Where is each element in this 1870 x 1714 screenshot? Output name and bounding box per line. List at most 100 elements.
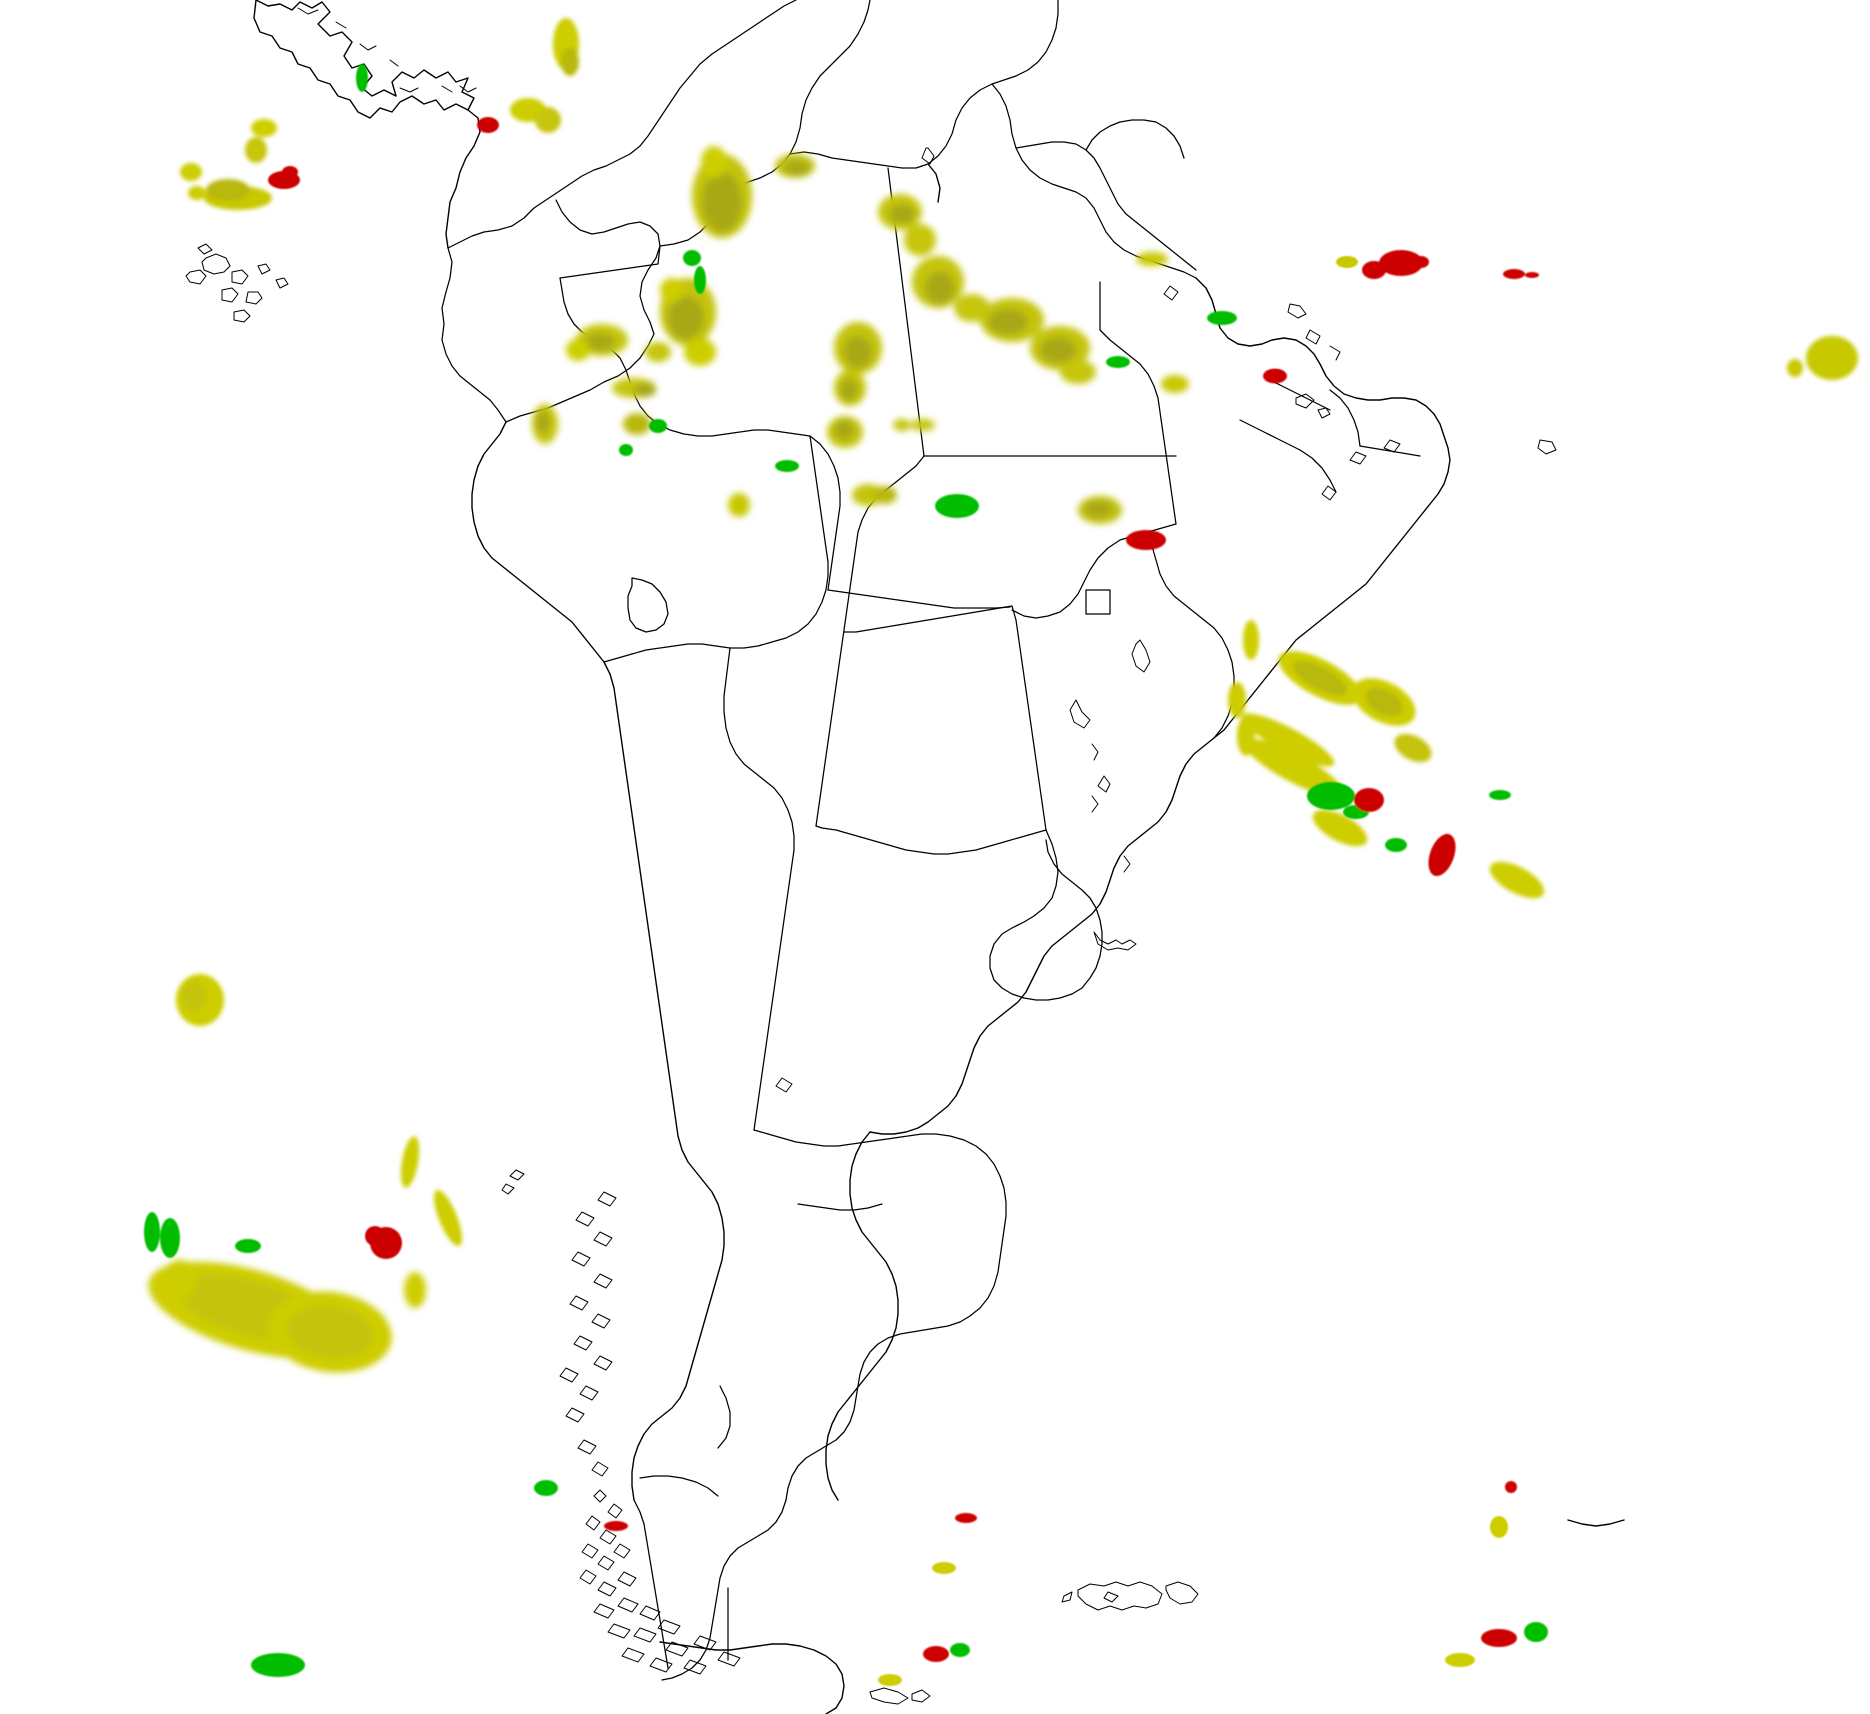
patch-yellow[interactable] [188,186,206,200]
patch-yellow[interactable] [1243,620,1259,660]
patch-yellow[interactable] [398,1135,423,1189]
patch-yellow[interactable] [566,339,590,361]
patch-green[interactable] [694,266,706,294]
patch-group-atlantic-northeast-islands[interactable] [1265,250,1858,383]
patch-yellow[interactable] [1236,705,1339,775]
patch-yellow-dark[interactable] [925,272,955,304]
patch-red[interactable] [1379,250,1423,276]
patch-yellow[interactable] [623,413,651,435]
patch-yellow[interactable] [904,224,936,256]
patch-yellow[interactable] [1787,359,1803,377]
patch-yellow[interactable] [911,419,935,431]
patch-yellow[interactable] [1238,729,1350,806]
patch-yellow[interactable] [645,342,671,362]
patch-green[interactable] [683,250,701,266]
patch-yellow-dark[interactable] [840,379,858,401]
patch-red[interactable] [1505,1481,1517,1493]
patch-yellow-dark[interactable] [988,309,1028,335]
patch-yellow-dark[interactable] [634,383,656,397]
patch-yellow[interactable] [660,278,684,302]
patch-group-amazon-core[interactable] [532,146,815,456]
patch-red[interactable] [1525,272,1539,278]
patch-green[interactable] [649,419,667,433]
patch-red[interactable] [1423,830,1461,880]
patch-yellow-dark[interactable] [889,204,915,224]
patch-group-patagonia-falklands[interactable] [534,1480,1548,1686]
patch-red[interactable] [1413,256,1429,268]
patch-yellow[interactable] [1490,1516,1508,1538]
patch-red[interactable] [955,1513,977,1523]
patch-yellow[interactable] [245,137,267,163]
patch-yellow[interactable] [878,1674,902,1686]
patch-yellow[interactable] [404,1272,426,1308]
patch-green[interactable] [950,1643,970,1657]
patch-green[interactable] [1385,838,1407,852]
patch-yellow[interactable] [1445,1653,1475,1667]
patch-yellow[interactable] [206,179,250,201]
patch-yellow[interactable] [1390,728,1437,768]
patch-yellow[interactable] [1336,256,1358,268]
patch-yellow[interactable] [1484,854,1549,905]
patch-yellow-dark[interactable] [702,172,742,232]
patch-yellow-dark[interactable] [834,420,854,440]
patch-yellow[interactable] [180,163,202,181]
patch-yellow[interactable] [1161,375,1189,393]
patch-red[interactable] [477,117,499,133]
patch-green[interactable] [1489,790,1511,800]
patch-green[interactable] [160,1218,180,1258]
patch-yellow[interactable] [701,146,727,178]
patch-green[interactable] [1524,1622,1548,1642]
patch-green[interactable] [1307,782,1355,810]
patch-yellow-dark[interactable] [536,410,550,434]
patch-yellow[interactable] [1136,252,1168,266]
patch-yellow-dark[interactable] [1040,337,1076,363]
patch-yellow[interactable] [1806,336,1858,380]
patch-red[interactable] [604,1521,628,1531]
patch-yellow[interactable] [162,1260,198,1300]
patch-yellow-dark[interactable] [1085,501,1111,517]
patch-yellow[interactable] [251,119,277,137]
patch-green[interactable] [935,494,979,518]
patch-yellow[interactable] [1307,802,1372,853]
patch-red[interactable] [1126,530,1166,550]
patch-green[interactable] [356,64,368,92]
patch-yellow[interactable] [283,1300,377,1364]
patch-yellow[interactable] [873,486,897,504]
patch-yellow[interactable] [893,419,911,431]
patch-group-galapagos-pacific[interactable] [180,119,300,210]
patch-green[interactable] [251,1653,305,1677]
patch-yellow[interactable] [1361,682,1408,722]
patch-yellow-dark[interactable] [668,296,704,340]
patch-yellow-dark[interactable] [785,161,809,175]
patch-yellow-dark[interactable] [585,333,615,351]
patch-yellow[interactable] [1288,654,1351,702]
patch-red[interactable] [1265,369,1287,383]
patch-green[interactable] [1207,311,1237,325]
patch-red[interactable] [1481,1629,1517,1647]
patch-yellow-dark[interactable] [844,336,872,368]
patch-yellow[interactable] [684,338,716,366]
patch-yellow[interactable] [932,1562,956,1574]
patch-yellow[interactable] [1228,682,1246,718]
patch-group-southeast-pacific-ocean[interactable] [138,974,468,1677]
patch-green[interactable] [1106,356,1130,368]
patch-yellow[interactable] [728,493,750,517]
patch-group-colombia-venezuela-north[interactable] [356,18,579,133]
patch-group-central-brazil[interactable] [728,322,1166,550]
patch-red[interactable] [923,1646,949,1662]
patch-red[interactable] [1503,269,1525,279]
patch-red[interactable] [282,166,298,178]
patch-red[interactable] [365,1226,385,1246]
patch-green[interactable] [775,460,799,472]
patch-yellow[interactable] [428,1187,467,1249]
patch-yellow[interactable] [1060,360,1096,384]
patch-green[interactable] [144,1212,160,1252]
patch-yellow[interactable] [561,48,579,76]
patch-yellow[interactable] [182,980,206,1012]
patch-yellow[interactable] [535,107,561,133]
patch-green[interactable] [235,1239,261,1253]
patch-group-southeast-brazil-coast[interactable] [1228,620,1550,906]
patch-green[interactable] [534,1480,558,1496]
